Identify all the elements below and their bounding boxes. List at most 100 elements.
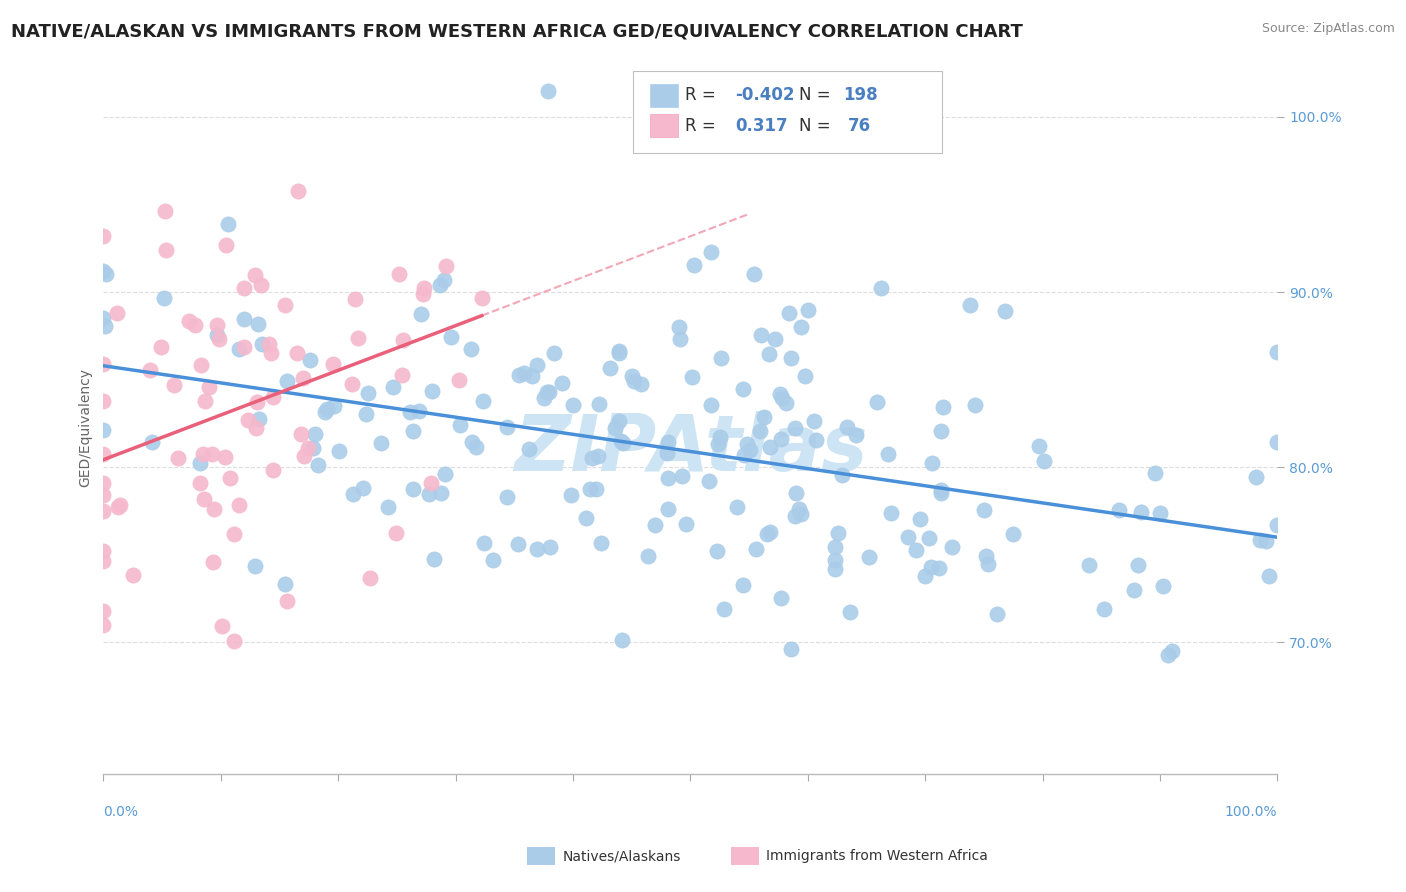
Point: [914, 569, 936, 583]
Point: [1152, 579, 1174, 593]
Point: [93, 504, 115, 518]
Point: [758, 347, 780, 361]
Point: [381, 380, 404, 394]
Point: [959, 298, 981, 312]
Point: [188, 457, 211, 471]
Point: [735, 437, 758, 451]
Point: [668, 319, 690, 334]
Point: [733, 578, 755, 592]
Point: [402, 482, 425, 496]
Point: [908, 512, 931, 526]
Point: [929, 486, 952, 500]
Point: [412, 281, 434, 295]
Point: [963, 398, 986, 412]
Point: [588, 397, 610, 411]
Point: [610, 434, 633, 449]
Point: [779, 641, 801, 656]
Point: [749, 328, 772, 343]
Point: [461, 435, 484, 450]
Point: [236, 413, 259, 427]
Point: [108, 498, 131, 512]
Point: [710, 351, 733, 366]
Point: [526, 541, 548, 556]
Point: [153, 291, 176, 305]
Point: [671, 468, 693, 483]
Point: [274, 298, 297, 312]
Point: [920, 560, 942, 574]
Point: [274, 577, 297, 591]
Point: [262, 390, 284, 404]
Text: 76: 76: [848, 117, 870, 135]
Point: [706, 543, 728, 558]
Point: [517, 442, 540, 457]
Text: Natives/Alaskans: Natives/Alaskans: [562, 849, 681, 863]
Point: [93, 319, 115, 334]
Point: [93, 544, 115, 558]
Point: [344, 292, 367, 306]
Point: [918, 531, 941, 545]
Point: [824, 562, 846, 576]
Point: [607, 343, 630, 358]
Point: [141, 434, 163, 449]
Point: [434, 467, 457, 482]
Point: [107, 500, 129, 515]
Point: [1267, 434, 1289, 449]
Point: [260, 346, 283, 360]
Point: [353, 481, 375, 495]
Point: [385, 525, 408, 540]
Point: [742, 267, 765, 281]
Point: [190, 358, 212, 372]
Point: [789, 501, 811, 516]
Point: [247, 317, 270, 331]
Point: [184, 318, 207, 332]
Point: [440, 329, 463, 343]
Point: [789, 507, 811, 521]
Point: [93, 263, 115, 277]
Point: [536, 384, 558, 399]
Point: [402, 424, 425, 438]
Point: [287, 184, 309, 198]
Point: [307, 458, 329, 472]
Point: [538, 540, 561, 554]
Point: [205, 328, 228, 343]
Point: [392, 333, 415, 347]
Point: [301, 441, 323, 455]
Point: [430, 486, 453, 500]
Point: [472, 536, 495, 550]
Point: [560, 488, 582, 502]
Point: [620, 368, 643, 383]
Point: [778, 306, 800, 320]
Point: [866, 395, 889, 409]
Point: [245, 558, 267, 573]
Point: [412, 286, 434, 301]
Point: [297, 441, 319, 455]
Point: [290, 426, 312, 441]
Text: R =: R =: [685, 87, 721, 104]
Point: [612, 633, 634, 648]
Point: [707, 437, 730, 451]
Point: [526, 359, 548, 373]
Text: N =: N =: [799, 117, 835, 135]
Point: [668, 332, 690, 346]
Point: [709, 430, 731, 444]
Point: [1161, 643, 1184, 657]
Point: [927, 779, 949, 793]
Point: [845, 428, 868, 442]
Point: [202, 502, 225, 516]
Text: Immigrants from Western Africa: Immigrants from Western Africa: [766, 849, 988, 863]
Point: [657, 471, 679, 485]
Point: [783, 421, 806, 435]
Point: [870, 281, 893, 295]
Point: [655, 446, 678, 460]
Point: [794, 369, 817, 384]
Point: [928, 561, 950, 575]
Point: [359, 571, 381, 585]
Point: [755, 527, 778, 541]
Point: [877, 447, 900, 461]
Point: [198, 380, 221, 394]
Point: [790, 319, 813, 334]
Point: [193, 492, 215, 507]
Text: 100.0%: 100.0%: [1225, 805, 1278, 819]
Point: [215, 237, 238, 252]
Point: [1078, 558, 1101, 573]
